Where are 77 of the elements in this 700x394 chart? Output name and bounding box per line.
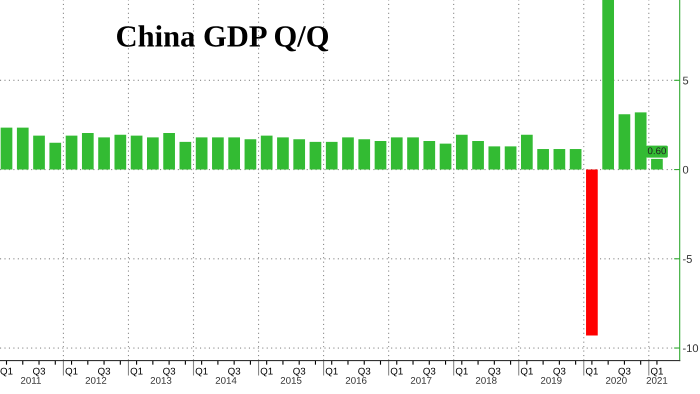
text: 2011: [20, 376, 41, 384]
bar: [277, 137, 289, 170]
x-tick-label: Q3: [163, 368, 176, 376]
x-tick-label: Q3: [293, 368, 306, 376]
bar: [407, 137, 419, 170]
bar: [456, 134, 468, 170]
bar: [310, 142, 322, 170]
bar: [423, 140, 436, 170]
bar: [66, 136, 78, 170]
bar: [472, 140, 484, 170]
bar: [260, 136, 273, 170]
bar: [570, 149, 582, 170]
bar: [342, 137, 354, 170]
bar: [146, 137, 159, 170]
x-tick-label: Q1: [520, 368, 533, 376]
text: 2019: [540, 376, 562, 384]
text: 2020: [606, 376, 627, 384]
bar: [488, 146, 500, 170]
text: 2016: [346, 376, 366, 384]
bar: [326, 142, 338, 170]
bar: [520, 134, 533, 170]
y-tick-label: -10: [682, 344, 698, 352]
y-tick-label: -5: [682, 255, 692, 263]
x-tick-label: Q1: [0, 368, 13, 376]
bar: [618, 114, 630, 170]
bar: [293, 139, 306, 170]
x-tick-label: Q3: [423, 368, 436, 376]
bar: [440, 144, 452, 170]
x-tick-label: Q1: [326, 368, 338, 376]
x-tick-label: Q3: [618, 368, 630, 376]
x-tick-label: Q1: [650, 368, 663, 376]
text: 2014: [216, 376, 237, 384]
bar: [358, 139, 370, 170]
x-tick-label: Q1: [390, 368, 403, 376]
bar: [33, 136, 45, 170]
bar: [537, 149, 549, 170]
x-tick-label: Q3: [98, 368, 110, 376]
text: 2015: [280, 376, 302, 384]
text: 2012: [86, 376, 106, 384]
text: 2013: [150, 376, 172, 384]
bar: [586, 170, 598, 336]
bar: [244, 139, 256, 170]
bar: [130, 136, 142, 170]
bar: [374, 140, 386, 170]
x-tick-label: Q3: [358, 368, 370, 376]
y-tick-label: 5: [682, 76, 688, 84]
y-tick-label: 0: [682, 166, 688, 174]
text: 2017: [410, 376, 432, 384]
x-tick-label: Q1: [130, 368, 143, 376]
x-tick-label: Q1: [66, 368, 78, 376]
x-tick-label: Q3: [228, 368, 240, 376]
text: 2021: [646, 376, 668, 384]
bar: [228, 137, 240, 170]
text: 2018: [476, 376, 497, 384]
bar: [602, 0, 614, 170]
bar: [98, 137, 110, 170]
x-tick-label: Q3: [488, 368, 500, 376]
bar: [390, 137, 403, 170]
bar: [82, 132, 94, 170]
bar: [16, 128, 29, 170]
bar: [163, 132, 175, 170]
x-tick-label: Q3: [553, 368, 566, 376]
x-tick-label: Q1: [196, 368, 208, 376]
bar: [49, 142, 62, 170]
x-tick-label: Q1: [456, 368, 468, 376]
data-label: 0.60: [648, 147, 666, 154]
bar: [0, 128, 12, 170]
bar: [196, 137, 208, 170]
x-tick-label: Q1: [260, 368, 273, 376]
x-tick-label: Q3: [33, 368, 46, 376]
bar: [114, 134, 126, 170]
x-tick-label: Q1: [586, 368, 598, 376]
bar: [212, 137, 224, 170]
bar: [504, 146, 516, 170]
text: China GDP Q/Q: [117, 25, 328, 52]
bar: [554, 149, 566, 170]
bar: [180, 142, 192, 170]
